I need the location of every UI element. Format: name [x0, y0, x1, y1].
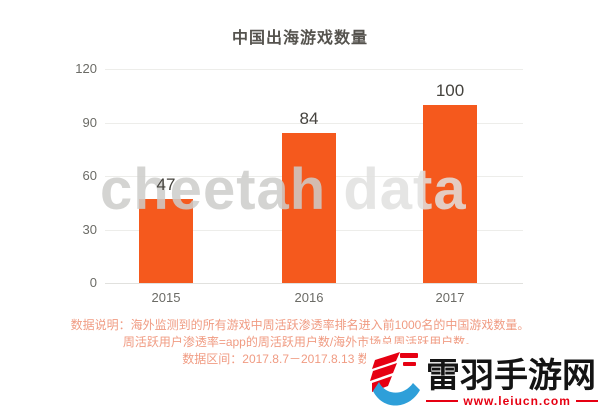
x-axis-tick-label: 2015 [151, 290, 181, 305]
bar-value-label: 84 [299, 109, 319, 129]
y-axis-tick-label: 30 [82, 221, 97, 237]
y-axis-tick-label: 0 [89, 275, 97, 290]
url-dash-line [575, 400, 598, 402]
x-axis-tick-label: 2017 [435, 290, 465, 305]
site-logo-url: www.leiucn.com [463, 394, 571, 408]
footnote-line-1: 数据说明：海外监测到的所有游戏中周活跃渗透率排名进入前1000名的中国游戏数量。 [70, 318, 530, 332]
url-dash-line [426, 400, 459, 402]
bar-2015 [139, 199, 193, 283]
y-axis-tick-label: 60 [82, 168, 97, 183]
gridline [105, 122, 523, 124]
x-axis-baseline [105, 283, 523, 284]
site-logo: 雷羽手游网 www.leiucn.com [366, 344, 600, 413]
x-axis-tick-label: 2016 [294, 290, 324, 305]
bar-value-label: 47 [156, 175, 176, 195]
y-axis-tick-label: 90 [82, 114, 97, 130]
bar-2016 [282, 133, 336, 283]
bar-2017 [423, 104, 477, 283]
lightning-swoosh-logo-icon [370, 352, 420, 406]
y-axis-tick-label: 120 [75, 61, 97, 76]
site-logo-url-row: www.leiucn.com [426, 394, 598, 408]
site-logo-name: 雷羽手游网 [426, 358, 596, 395]
footnote-line-3: 数据区间：2017.8.7－2017.8.13 数据来源： [182, 352, 418, 366]
gridline [105, 69, 523, 70]
bar-value-label: 100 [435, 80, 465, 100]
chart-title: 中国出海游戏数量 [231, 30, 368, 47]
